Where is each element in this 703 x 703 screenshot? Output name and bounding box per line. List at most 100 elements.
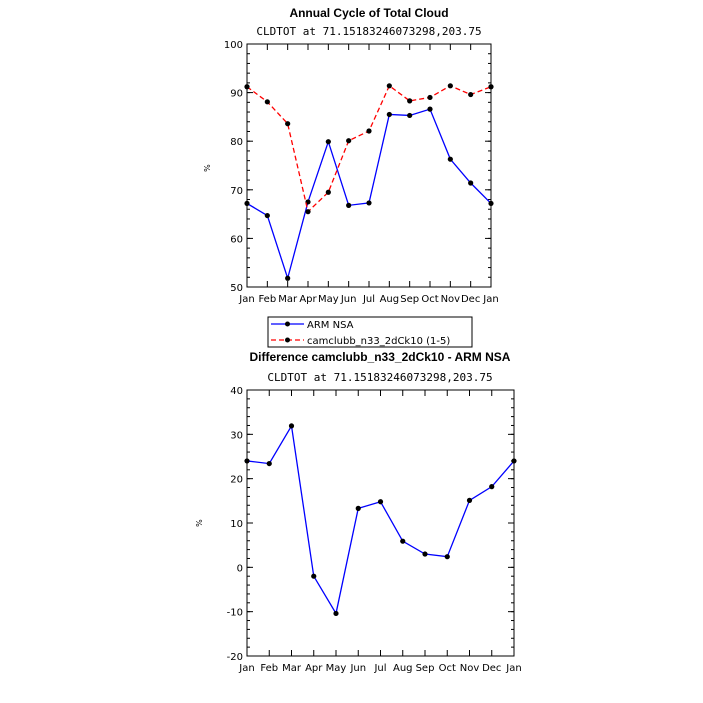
bottom-chart-axes: -20 -10 0 10 20 30 40 Jan Feb Mar Apr May Jun Jul Aug S…: [227, 386, 522, 674]
top-x-tick-label: Dec: [461, 294, 480, 305]
bottom-x-tick-label: Jan: [238, 663, 254, 674]
bottom-series-0-point: [400, 538, 406, 544]
top-series-1-point: [447, 83, 453, 89]
top-series-0-point: [488, 200, 494, 207]
top-chart-axes: 50 60 70 80 90 100 Jan Feb Mar Apr May Jun Jul Aug Sep…: [224, 40, 499, 305]
top-x-tick-label: Jul: [362, 294, 375, 305]
bottom-y-tick-label: 30: [230, 430, 243, 441]
top-x-tick-label: Jan: [238, 294, 254, 305]
bottom-series-0-point: [489, 484, 495, 490]
bottom-x-tick-label: Oct: [439, 663, 456, 674]
bottom-x-tick-label: May: [326, 663, 347, 674]
top-series-0-point: [366, 200, 372, 206]
top-series-1-point: [488, 84, 494, 90]
legend-label-camclubb: camclubb_n33_2dCk10 (1-5): [307, 336, 450, 347]
top-x-tick-label: May: [318, 294, 339, 305]
top-x-tick-label: Aug: [380, 294, 400, 305]
top-series-1-point: [386, 83, 392, 89]
bottom-x-tick-label: Aug: [393, 663, 413, 674]
legend: ARM NSA camclubb_n33_2dCk10 (1-5): [267, 316, 473, 348]
legend-marker-arm-nsa: [285, 321, 290, 327]
bottom-x-tick-label: Feb: [260, 663, 278, 674]
bottom-series-0-point: [333, 610, 339, 617]
annual-cycle-panel: Annual Cycle of Total Cloud CLDTOT at 71…: [203, 6, 499, 305]
bottom-series-0-point: [466, 497, 473, 503]
bottom-series-0-point: [511, 458, 517, 464]
top-x-tick-label: Jun: [340, 294, 357, 305]
top-series-0-point: [285, 275, 291, 281]
bottom-chart-title: Difference camclubb_n33_2dCk10 - ARM NSA: [250, 350, 511, 364]
top-series-1-point: [468, 91, 474, 98]
top-x-tick-label: Jan: [482, 294, 498, 305]
top-series-0-point: [427, 106, 433, 112]
bottom-y-tick-label: 0: [237, 563, 243, 574]
top-x-tick-label: Mar: [278, 294, 298, 305]
bottom-y-tick-label: 10: [230, 519, 243, 530]
top-series-0-point: [346, 202, 352, 208]
bottom-y-tick-label: -20: [227, 652, 243, 663]
top-plot-frame: [246, 43, 492, 288]
bottom-x-tick-label: Apr: [305, 663, 323, 674]
top-x-tick-label: Oct: [421, 294, 438, 305]
legend-marker-camclubb: [285, 337, 290, 343]
top-series-1-line: [246, 84, 492, 213]
top-series-0-point: [407, 112, 413, 119]
bottom-series-0-line: [246, 423, 515, 616]
bottom-y-tick-label: 40: [230, 386, 243, 397]
top-y-tick-label: 80: [230, 137, 243, 148]
top-x-tick-label: Sep: [400, 294, 419, 305]
bottom-chart-ylabel: %: [195, 519, 204, 527]
bottom-series-0-point: [311, 573, 317, 579]
bottom-x-tick-label: Jul: [373, 663, 386, 674]
bottom-series-0-point: [355, 505, 361, 511]
bottom-series-0-point: [288, 423, 295, 429]
top-x-tick-label: Feb: [258, 294, 276, 305]
bottom-y-tick-label: -10: [227, 608, 243, 619]
legend-label-arm-nsa: ARM NSA: [307, 320, 354, 331]
top-series-1-point: [244, 84, 250, 90]
bottom-chart-subtitle: CLDTOT at 71.15183246073298,203.75: [267, 371, 492, 384]
bottom-x-tick-label: Jan: [505, 663, 521, 674]
top-chart-ylabel: %: [203, 164, 212, 172]
top-y-tick-label: 90: [230, 89, 243, 100]
top-series-0-point: [468, 180, 474, 186]
bottom-series-0-point: [422, 551, 428, 557]
top-series-0-point: [264, 212, 270, 219]
bottom-plot-frame: [246, 389, 515, 657]
bottom-y-tick-label: 20: [230, 475, 243, 486]
top-x-tick-label: Apr: [299, 294, 317, 305]
top-y-tick-label: 70: [230, 186, 243, 197]
legend-box: [267, 316, 473, 348]
bottom-x-tick-label: Sep: [416, 663, 435, 674]
bottom-x-tick-label: Nov: [460, 663, 480, 674]
top-series-1-point: [366, 128, 372, 134]
bottom-x-tick-label: Jun: [349, 663, 366, 674]
top-chart-series: [244, 83, 494, 281]
bottom-x-tick-label: Mar: [282, 663, 302, 674]
top-series-1-point: [305, 209, 311, 215]
top-series-0-point: [386, 111, 392, 118]
difference-panel: Difference camclubb_n33_2dCk10 - ARM NSA…: [195, 350, 522, 674]
top-y-tick-label: 60: [230, 234, 243, 245]
top-series-0-point: [325, 139, 331, 145]
bottom-x-tick-label: Dec: [482, 663, 501, 674]
top-series-0-point: [244, 200, 250, 207]
top-y-tick-label: 50: [230, 283, 243, 294]
top-series-1-point: [325, 189, 331, 195]
top-series-1-point: [264, 99, 270, 105]
top-series-1-point: [407, 98, 413, 104]
bottom-series-0-point: [266, 460, 272, 467]
top-series-0-line: [246, 108, 492, 281]
bottom-series-0-point: [444, 554, 450, 560]
top-series-1-point: [346, 138, 352, 144]
top-series-1-point: [285, 121, 291, 127]
bottom-series-0-point: [377, 499, 384, 505]
top-x-tick-label: Nov: [441, 294, 461, 305]
bottom-series-0-point: [244, 458, 250, 464]
top-chart-subtitle: CLDTOT at 71.15183246073298,203.75: [256, 25, 481, 38]
top-chart-title: Annual Cycle of Total Cloud: [289, 6, 448, 20]
top-series-0-point: [447, 156, 453, 162]
top-series-1-point: [427, 94, 433, 101]
top-y-tick-label: 100: [224, 40, 243, 51]
